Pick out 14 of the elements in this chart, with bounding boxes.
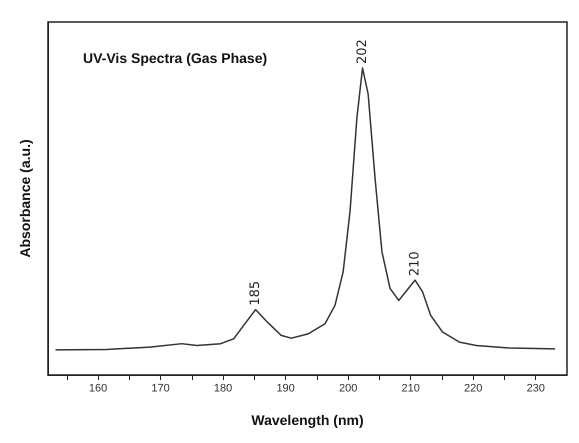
annotation: 185 (248, 280, 264, 306)
x-tick-label: 170 (151, 382, 170, 394)
x-tick-label: 180 (214, 382, 232, 394)
x-tick-label: 230 (526, 382, 545, 394)
y-axis-title: Absorbance (a.u.) (17, 139, 33, 258)
annotation: 202 (355, 39, 370, 64)
x-tick-label: 220 (464, 382, 482, 394)
x-tick-label: 190 (276, 382, 295, 394)
chart-title: UV-Vis Spectra (Gas Phase) (83, 50, 268, 66)
x-tick-label: 160 (88, 382, 108, 394)
annotation: 210 (408, 251, 423, 276)
x-tick-label: 210 (401, 382, 420, 394)
x-axis-title: Wavelength (nm) (251, 412, 364, 428)
x-tick-label: 200 (338, 382, 358, 394)
